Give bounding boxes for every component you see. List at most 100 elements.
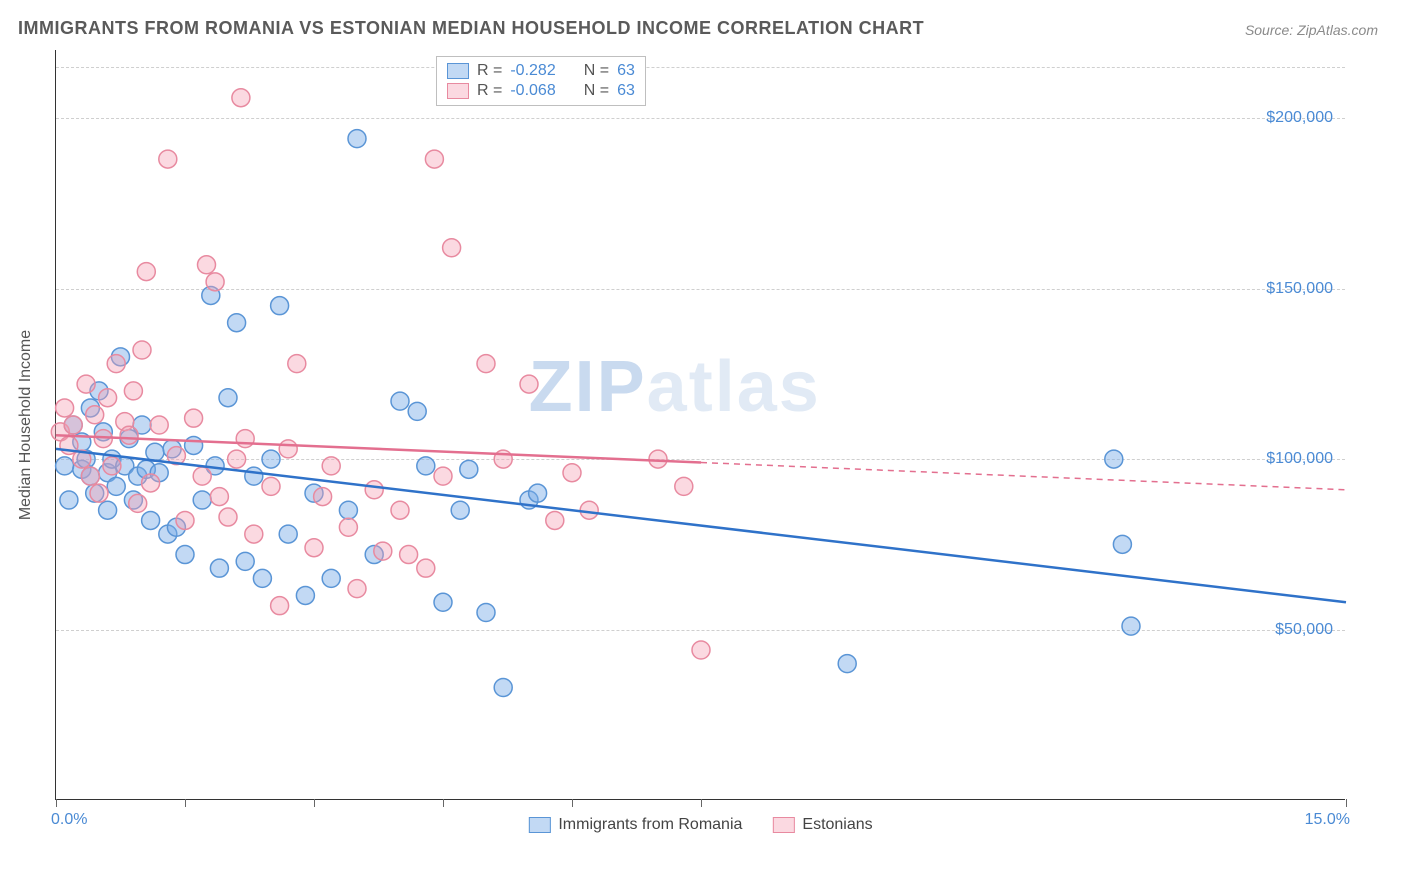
data-point [176,511,194,529]
data-point [142,474,160,492]
data-point [477,355,495,373]
data-point [296,586,314,604]
y-axis-label: Median Household Income [17,329,35,519]
x-tick [1346,799,1347,807]
data-point [129,494,147,512]
data-point [417,559,435,577]
legend-label: Immigrants from Romania [558,816,742,834]
data-point [339,501,357,519]
data-point [451,501,469,519]
data-point [314,488,332,506]
r-label: R = [477,82,502,100]
data-point [150,416,168,434]
data-point [391,501,409,519]
data-point [546,511,564,529]
data-point [198,256,216,274]
chart-container: IMMIGRANTS FROM ROMANIA VS ESTONIAN MEDI… [0,0,1406,892]
data-point [236,430,254,448]
data-point [348,130,366,148]
data-point [185,409,203,427]
data-point [176,546,194,564]
n-value: 63 [617,82,635,100]
data-point [271,297,289,315]
data-point [210,488,228,506]
data-point [434,467,452,485]
x-tick [56,799,57,807]
data-point [692,641,710,659]
data-point [245,525,263,543]
n-label: N = [584,82,609,100]
r-label: R = [477,62,502,80]
r-value: -0.282 [510,62,555,80]
data-point [391,392,409,410]
legend-stat-row: R = -0.282N = 63 [447,61,635,81]
legend-label: Estonians [802,816,872,834]
x-axis-min-label: 0.0% [51,811,87,829]
data-point [99,389,117,407]
data-point [120,426,138,444]
data-point [279,440,297,458]
legend-swatch [528,817,550,833]
data-point [477,604,495,622]
data-point [443,239,461,257]
data-point [236,552,254,570]
data-point [374,542,392,560]
x-axis-max-label: 15.0% [1305,811,1350,829]
data-point [520,375,538,393]
data-point [1105,450,1123,468]
data-point [107,355,125,373]
data-point [206,273,224,291]
data-point [228,314,246,332]
data-point [146,443,164,461]
data-point [417,457,435,475]
data-point [675,477,693,495]
data-point [228,450,246,468]
data-point [245,467,263,485]
data-point [339,518,357,536]
data-point [142,511,160,529]
data-point [253,569,271,587]
chart-title: IMMIGRANTS FROM ROMANIA VS ESTONIAN MEDI… [18,18,924,39]
data-point [193,491,211,509]
data-point [348,580,366,598]
legend-swatch [447,63,469,79]
correlation-legend: R = -0.282N = 63R = -0.068 N = 63 [436,56,646,106]
data-point [279,525,297,543]
data-point [103,457,121,475]
data-point [262,450,280,468]
data-point [288,355,306,373]
trend-line-extension [701,463,1346,490]
data-point [838,655,856,673]
x-tick [185,799,186,807]
data-point [124,382,142,400]
data-point [99,501,117,519]
data-point [425,150,443,168]
data-point [1122,617,1140,635]
legend-swatch [447,83,469,99]
data-point [86,406,104,424]
data-point [305,539,323,557]
data-point [56,457,74,475]
legend-stat-row: R = -0.068 N = 63 [447,81,635,101]
plot-area: Median Household Income ZIPatlas $50,000… [55,50,1345,800]
data-point [193,467,211,485]
data-point [219,508,237,526]
data-point [219,389,237,407]
data-point [185,436,203,454]
data-point [580,501,598,519]
data-point [408,402,426,420]
data-point [159,150,177,168]
r-value: -0.068 [510,82,555,100]
data-point [322,569,340,587]
data-point [56,399,74,417]
data-point [460,460,478,478]
data-point [400,546,418,564]
data-point [494,679,512,697]
data-point [1113,535,1131,553]
data-point [434,593,452,611]
data-point [365,481,383,499]
x-tick [314,799,315,807]
x-tick [572,799,573,807]
data-point [77,375,95,393]
data-point [262,477,280,495]
